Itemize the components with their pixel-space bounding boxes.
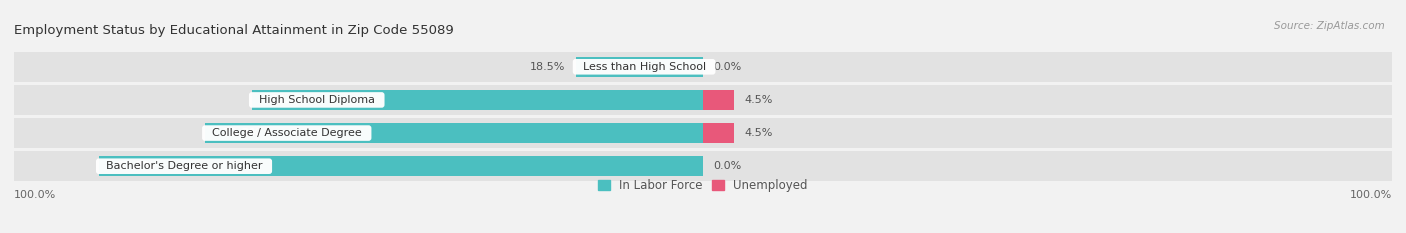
Bar: [14, 151, 703, 181]
Bar: [205, 123, 703, 143]
Text: College / Associate Degree: College / Associate Degree: [205, 128, 368, 138]
Bar: [98, 156, 703, 176]
Text: High School Diploma: High School Diploma: [252, 95, 382, 105]
Bar: [703, 52, 1392, 82]
Bar: [703, 123, 734, 143]
Text: 0.0%: 0.0%: [713, 161, 741, 171]
Text: 18.5%: 18.5%: [530, 62, 565, 72]
Legend: In Labor Force, Unemployed: In Labor Force, Unemployed: [593, 175, 813, 197]
Text: Employment Status by Educational Attainment in Zip Code 55089: Employment Status by Educational Attainm…: [14, 24, 454, 37]
Bar: [703, 151, 1392, 181]
Text: 100.0%: 100.0%: [1350, 190, 1392, 200]
Text: 0.0%: 0.0%: [713, 62, 741, 72]
Text: 100.0%: 100.0%: [14, 190, 56, 200]
Bar: [14, 52, 703, 82]
Bar: [703, 85, 1392, 115]
Text: Source: ZipAtlas.com: Source: ZipAtlas.com: [1274, 21, 1385, 31]
Bar: [14, 118, 703, 148]
Text: 4.5%: 4.5%: [744, 95, 773, 105]
Bar: [703, 90, 734, 110]
Text: 65.5%: 65.5%: [269, 95, 308, 105]
Bar: [703, 118, 1392, 148]
Bar: [14, 85, 703, 115]
Bar: [575, 57, 703, 77]
Text: 4.5%: 4.5%: [744, 128, 773, 138]
Text: Bachelor's Degree or higher: Bachelor's Degree or higher: [98, 161, 270, 171]
Text: 72.3%: 72.3%: [222, 128, 260, 138]
Text: Less than High School: Less than High School: [575, 62, 713, 72]
Text: 87.7%: 87.7%: [117, 161, 155, 171]
Bar: [252, 90, 703, 110]
